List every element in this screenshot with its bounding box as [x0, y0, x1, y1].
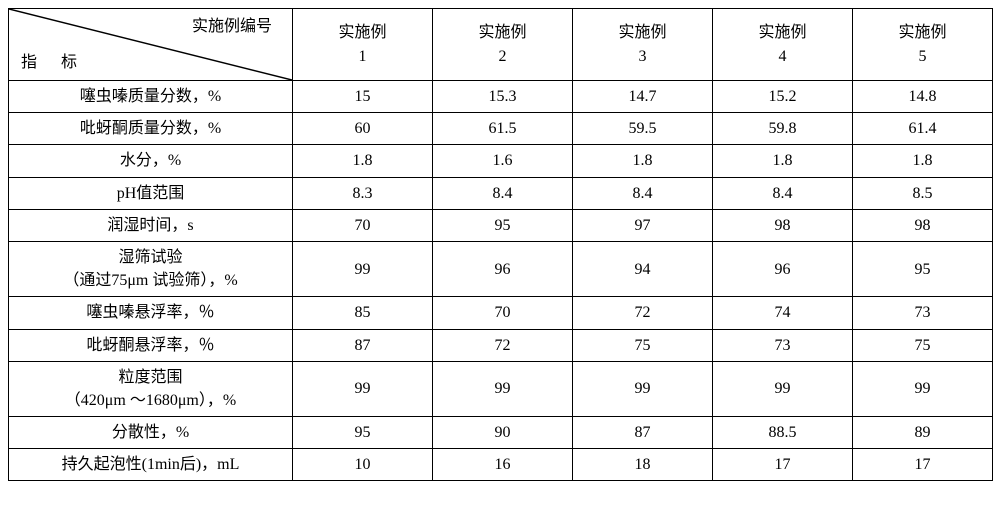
value-cell: 59.8: [713, 113, 853, 145]
table-row: 水分，%1.81.61.81.81.8: [9, 145, 993, 177]
indicator-cell: 噻虫嗪质量分数，%: [9, 81, 293, 113]
value-cell: 18: [573, 449, 713, 481]
value-cell: 8.4: [713, 177, 853, 209]
value-cell: 85: [293, 297, 433, 329]
value-cell: 70: [293, 209, 433, 241]
value-cell: 8.4: [433, 177, 573, 209]
value-cell: 61.4: [853, 113, 993, 145]
table-row: 持久起泡性(1min后)，mL1016181717: [9, 449, 993, 481]
indicator-cell: 分散性，%: [9, 417, 293, 449]
col-header-1: 实施例 1: [293, 9, 433, 81]
col-header-label: 5: [919, 48, 927, 65]
table-body: 噻虫嗪质量分数，%1515.314.715.214.8吡蚜酮质量分数，%6061…: [9, 81, 993, 481]
value-cell: 59.5: [573, 113, 713, 145]
data-table: 实施例编号 指 标 实施例 1 实施例 2 实施例 3 实施例 4 实施例 5: [8, 8, 993, 481]
indicator-cell: 吡蚜酮悬浮率，％: [9, 329, 293, 361]
value-cell: 99: [293, 361, 433, 416]
value-cell: 1.8: [293, 145, 433, 177]
indicator-cell: 水分，%: [9, 145, 293, 177]
col-header-4: 实施例 4: [713, 9, 853, 81]
table-row: 分散性，%95908788.589: [9, 417, 993, 449]
value-cell: 99: [433, 361, 573, 416]
col-header-label: 2: [499, 48, 507, 65]
indicator-cell: 润湿时间，s: [9, 209, 293, 241]
value-cell: 1.6: [433, 145, 573, 177]
diagonal-header-cell: 实施例编号 指 标: [9, 9, 293, 81]
col-header-3: 实施例 3: [573, 9, 713, 81]
table-row: 噻虫嗪质量分数，%1515.314.715.214.8: [9, 81, 993, 113]
indicator-cell: 吡蚜酮质量分数，%: [9, 113, 293, 145]
value-cell: 72: [433, 329, 573, 361]
table-row: 吡蚜酮质量分数，%6061.559.559.861.4: [9, 113, 993, 145]
indicator-cell: pH值范围: [9, 177, 293, 209]
value-cell: 70: [433, 297, 573, 329]
col-header-label: 4: [779, 48, 787, 65]
value-cell: 98: [713, 209, 853, 241]
value-cell: 95: [433, 209, 573, 241]
col-header-label: 实施例: [338, 24, 386, 41]
value-cell: 87: [573, 417, 713, 449]
table-header-row: 实施例编号 指 标 实施例 1 实施例 2 实施例 3 实施例 4 实施例 5: [9, 9, 993, 81]
header-bottom-label: 指 标: [21, 51, 87, 74]
value-cell: 94: [573, 241, 713, 296]
value-cell: 14.7: [573, 81, 713, 113]
col-header-5: 实施例 5: [853, 9, 993, 81]
value-cell: 1.8: [853, 145, 993, 177]
value-cell: 99: [713, 361, 853, 416]
value-cell: 89: [853, 417, 993, 449]
value-cell: 88.5: [713, 417, 853, 449]
value-cell: 74: [713, 297, 853, 329]
indicator-cell: 噻虫嗪悬浮率，％: [9, 297, 293, 329]
value-cell: 16: [433, 449, 573, 481]
value-cell: 99: [293, 241, 433, 296]
value-cell: 61.5: [433, 113, 573, 145]
value-cell: 95: [853, 241, 993, 296]
value-cell: 1.8: [573, 145, 713, 177]
value-cell: 75: [853, 329, 993, 361]
value-cell: 72: [573, 297, 713, 329]
value-cell: 99: [853, 361, 993, 416]
value-cell: 17: [713, 449, 853, 481]
value-cell: 75: [573, 329, 713, 361]
value-cell: 73: [853, 297, 993, 329]
col-header-label: 3: [639, 48, 647, 65]
value-cell: 96: [713, 241, 853, 296]
col-header-label: 实施例: [758, 24, 806, 41]
value-cell: 10: [293, 449, 433, 481]
indicator-cell: 粒度范围（420μm ～1680μm），%: [9, 361, 293, 416]
value-cell: 1.8: [713, 145, 853, 177]
value-cell: 99: [573, 361, 713, 416]
col-header-label: 实施例: [478, 24, 526, 41]
value-cell: 14.8: [853, 81, 993, 113]
table-row: 吡蚜酮悬浮率，％8772757375: [9, 329, 993, 361]
value-cell: 95: [293, 417, 433, 449]
col-header-label: 1: [359, 48, 367, 65]
value-cell: 73: [713, 329, 853, 361]
value-cell: 15.3: [433, 81, 573, 113]
value-cell: 60: [293, 113, 433, 145]
value-cell: 15: [293, 81, 433, 113]
value-cell: 98: [853, 209, 993, 241]
indicator-cell: 持久起泡性(1min后)，mL: [9, 449, 293, 481]
table-row: 粒度范围（420μm ～1680μm），%9999999999: [9, 361, 993, 416]
header-top-label: 实施例编号: [192, 15, 272, 38]
value-cell: 8.4: [573, 177, 713, 209]
value-cell: 17: [853, 449, 993, 481]
value-cell: 87: [293, 329, 433, 361]
value-cell: 97: [573, 209, 713, 241]
value-cell: 90: [433, 417, 573, 449]
table-row: 湿筛试验（通过75μm 试验筛），%9996949695: [9, 241, 993, 296]
table-row: 噻虫嗪悬浮率，％8570727473: [9, 297, 993, 329]
value-cell: 8.3: [293, 177, 433, 209]
value-cell: 96: [433, 241, 573, 296]
col-header-label: 实施例: [898, 24, 946, 41]
value-cell: 15.2: [713, 81, 853, 113]
col-header-2: 实施例 2: [433, 9, 573, 81]
table-row: pH值范围8.38.48.48.48.5: [9, 177, 993, 209]
value-cell: 8.5: [853, 177, 993, 209]
table-row: 润湿时间，s7095979898: [9, 209, 993, 241]
indicator-cell: 湿筛试验（通过75μm 试验筛），%: [9, 241, 293, 296]
col-header-label: 实施例: [618, 24, 666, 41]
